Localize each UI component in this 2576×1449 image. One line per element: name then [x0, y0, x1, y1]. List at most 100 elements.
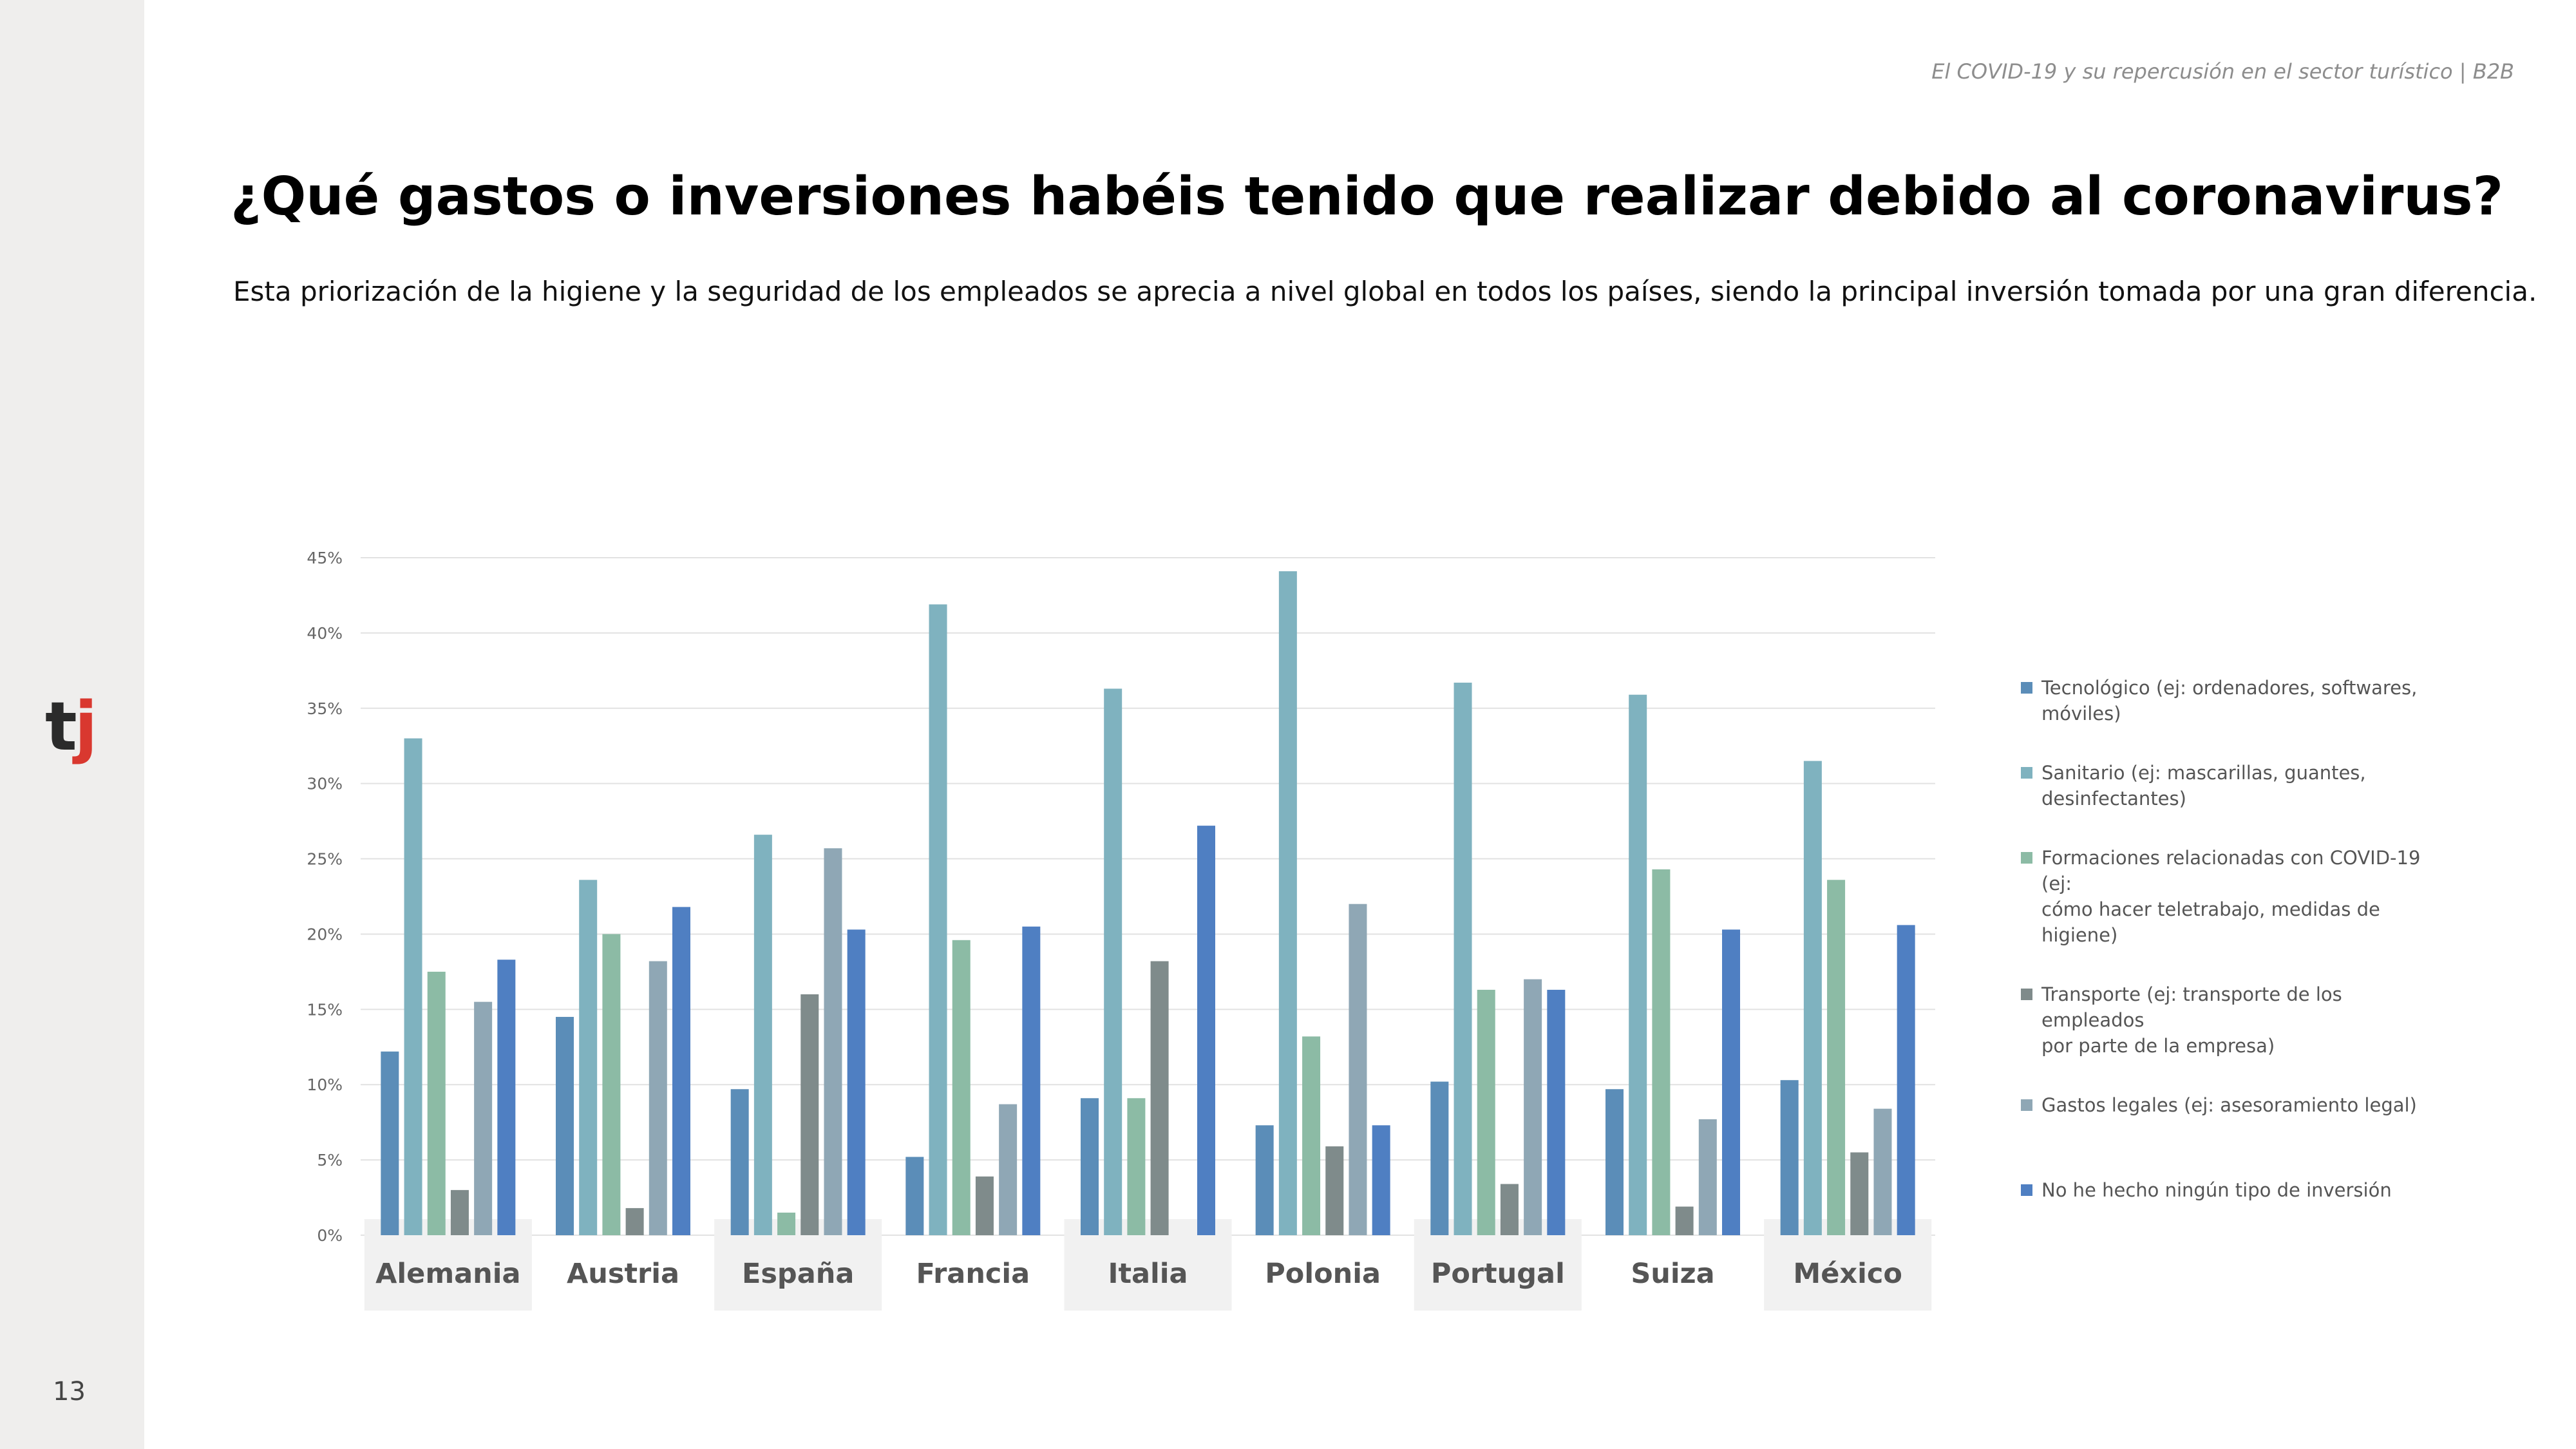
y-tick-label: 45%: [307, 549, 343, 567]
legend-label: Gastos legales (ej: asesoramiento legal): [2041, 1094, 2417, 1116]
bar-ninguno: [1897, 925, 1915, 1235]
bar-transporte: [1850, 1152, 1869, 1235]
slide-subtitle: Esta priorización de la higiene y la seg…: [233, 276, 2537, 307]
legend-swatch: [2021, 852, 2032, 864]
legend-label: móviles): [2041, 703, 2121, 724]
x-category-label: Alemania: [375, 1258, 520, 1290]
x-category-label: Italia: [1108, 1258, 1188, 1290]
legend-item: Sanitario (ej: mascarillas, guantes, desi…: [2021, 760, 2446, 811]
bar-legales: [649, 961, 667, 1235]
bar-sanitario: [1629, 694, 1647, 1235]
bar-tecnologico: [730, 1089, 749, 1235]
legend-item: Gastos legales (ej: asesoramiento legal): [2021, 1092, 2446, 1118]
legend-swatch: [2021, 1099, 2032, 1111]
bar-ninguno: [847, 929, 866, 1235]
bar-tecnologico: [1780, 1080, 1799, 1235]
x-category-label: México: [1793, 1258, 1902, 1290]
bar-transporte: [800, 994, 819, 1235]
bar-sanitario: [404, 738, 422, 1235]
bar-formaciones: [1302, 1036, 1321, 1235]
legend-swatch: [2021, 682, 2032, 694]
bar-tecnologico: [556, 1017, 574, 1235]
bar-sanitario: [753, 835, 772, 1235]
header-caption: El COVID-19 y su repercusión en el secto…: [1931, 59, 2514, 84]
legend-label: Tecnológico (ej: ordenadores, softwares,: [2041, 677, 2418, 699]
x-category-label: Francia: [916, 1258, 1030, 1290]
bar-formaciones: [1827, 880, 1846, 1235]
bar-formaciones: [777, 1212, 796, 1235]
bar-transporte: [1150, 961, 1169, 1235]
bar-formaciones: [602, 934, 621, 1235]
bar-sanitario: [929, 604, 947, 1235]
bar-legales: [999, 1104, 1018, 1235]
legend-label: por parte de la empresa): [2041, 1035, 2275, 1057]
y-tick-label: 5%: [317, 1151, 343, 1170]
x-category-label: España: [742, 1258, 854, 1290]
bar-ninguno: [672, 907, 690, 1235]
bar-ninguno: [1372, 1125, 1390, 1235]
bar-legales: [1698, 1119, 1717, 1235]
bar-legales: [474, 1001, 493, 1235]
bar-tecnologico: [1430, 1081, 1449, 1235]
legend-swatch: [2021, 1184, 2032, 1196]
legend-label: cómo hacer teletrabajo, medidas de higie…: [2041, 898, 2380, 946]
brand-logo: tj: [45, 688, 97, 765]
bar-tecnologico: [381, 1051, 399, 1235]
legend-item: Transporte (ej: transporte de los emplea…: [2021, 981, 2446, 1059]
y-tick-label: 40%: [307, 624, 343, 643]
slide-title: ¿Qué gastos o inversiones habéis tenido …: [231, 166, 2504, 227]
x-category-label: Portugal: [1431, 1258, 1565, 1290]
legend-item: Tecnológico (ej: ordenadores, softwares,…: [2021, 675, 2446, 726]
bar-legales: [1349, 904, 1367, 1235]
y-tick-label: 20%: [307, 925, 343, 943]
bar-ninguno: [497, 960, 516, 1235]
legend-label: desinfectantes): [2041, 788, 2186, 810]
bar-ninguno: [1197, 826, 1215, 1235]
x-category-label: Polonia: [1265, 1258, 1381, 1290]
bar-transporte: [450, 1189, 469, 1235]
logo-letter-t: t: [45, 687, 77, 766]
bar-sanitario: [1803, 761, 1822, 1235]
bar-sanitario: [1278, 571, 1297, 1235]
x-category-label: Suiza: [1631, 1258, 1714, 1290]
bar-transporte: [625, 1208, 644, 1235]
bar-sanitario: [579, 880, 598, 1235]
page-number: 13: [53, 1377, 86, 1406]
bar-tecnologico: [905, 1157, 924, 1235]
y-tick-label: 10%: [307, 1075, 343, 1094]
bar-tecnologico: [1605, 1089, 1624, 1235]
y-tick-label: 30%: [307, 775, 343, 793]
bar-formaciones: [952, 940, 971, 1235]
bar-transporte: [1325, 1146, 1344, 1235]
left-sidebar: [0, 0, 144, 1449]
bar-legales: [1873, 1108, 1892, 1235]
y-tick-label: 0%: [317, 1226, 343, 1245]
logo-letter-j: j: [74, 687, 98, 766]
legend-swatch: [2021, 989, 2032, 1000]
bar-formaciones: [1127, 1098, 1146, 1235]
bar-tecnologico: [1255, 1125, 1274, 1235]
legend-item: No he hecho ningún tipo de inversión: [2021, 1177, 2446, 1203]
chart-legend: Tecnológico (ej: ordenadores, softwares,…: [2021, 675, 2446, 1203]
bar-ninguno: [1722, 929, 1740, 1235]
bar-transporte: [1500, 1184, 1519, 1235]
x-category-label: Austria: [567, 1258, 679, 1290]
legend-label: Formaciones relacionadas con COVID-19 (e…: [2041, 847, 2421, 895]
bar-legales: [1524, 979, 1542, 1235]
legend-label: Transporte (ej: transporte de los emplea…: [2041, 983, 2342, 1031]
legend-swatch: [2021, 767, 2032, 779]
bar-sanitario: [1104, 688, 1122, 1235]
bar-ninguno: [1547, 989, 1566, 1235]
y-tick-label: 35%: [307, 699, 343, 718]
bar-transporte: [1675, 1206, 1694, 1235]
bar-formaciones: [427, 971, 446, 1235]
bar-formaciones: [1477, 989, 1495, 1235]
legend-label: No he hecho ningún tipo de inversión: [2041, 1179, 2392, 1201]
bar-legales: [824, 848, 842, 1235]
bar-transporte: [975, 1176, 994, 1235]
y-tick-label: 25%: [307, 850, 343, 869]
bar-tecnologico: [1081, 1098, 1099, 1235]
legend-label: Sanitario (ej: mascarillas, guantes,: [2041, 762, 2366, 784]
y-tick-label: 15%: [307, 1000, 343, 1019]
